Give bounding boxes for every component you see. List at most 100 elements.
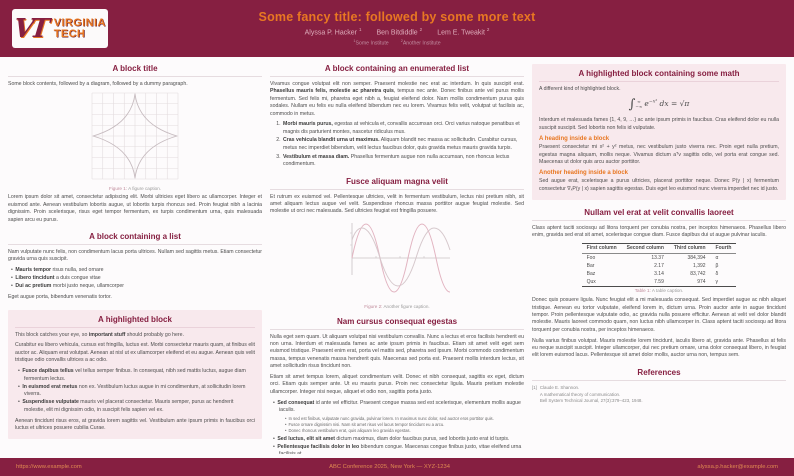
- reference-title: A mathematical theory of communication.: [539, 391, 621, 397]
- institute: 1Some Institute: [353, 39, 389, 48]
- author: Lem E. Tweakit 2: [437, 26, 490, 37]
- block-references: References [1] Claude E. Shannon. A math…: [532, 368, 786, 405]
- paragraph: Etiam sit amet tempus lorem, aliquet con…: [270, 374, 524, 395]
- block-heading: A block containing a list: [8, 232, 262, 245]
- author: Ben Bitdiddle 2: [376, 26, 423, 37]
- poster-header: VT VIRGINIA TECH Some fancy title: follo…: [0, 0, 794, 57]
- list-item: Fusce dapibus tellus vel tellus semper f…: [18, 368, 255, 383]
- reference-author: Claude E. Shannon.: [539, 384, 580, 390]
- block-a-highlighted-block: A highlighted block This block catches y…: [8, 309, 262, 440]
- bullet-list: Fusce dapibus tellus vel tellus semper f…: [18, 368, 255, 414]
- figure-2: Figure 2: Another figure caption.: [270, 219, 524, 309]
- block-heading: Fusce aliquam magna velit: [270, 177, 524, 190]
- author: Alyssa P. Hacker 1: [304, 26, 362, 37]
- list-item: Pellentesque facilisis dolor in leo bibe…: [273, 444, 524, 454]
- paragraph: Interdum et malesuada fames {1, 4, 9, …}…: [539, 117, 779, 131]
- sub-list-item: Donec rhoncus vestibulum erat, quis aliq…: [285, 428, 524, 434]
- footer-url: https://www.example.com: [16, 464, 82, 470]
- reference-number: [1]: [532, 384, 537, 390]
- table-header-row: First column Second column Third column …: [581, 242, 737, 254]
- footer-email: alyssa.p.hacker@example.com: [697, 464, 778, 470]
- sub-list-item: In sed est finibus, vulputate nunc gravi…: [285, 416, 524, 422]
- vt-wordmark-line1: VIRGINIA: [53, 16, 106, 29]
- block-enumerated-list: A block containing an enumerated list Vi…: [270, 64, 524, 169]
- list-item: Morbi mauris purus, egestas at vehicula …: [282, 121, 524, 136]
- institute: 2Another Institute: [400, 39, 441, 48]
- poster-body: A block title Some block contents, follo…: [0, 57, 794, 458]
- reference-entry: [1] Claude E. Shannon. A mathematical th…: [532, 385, 786, 405]
- vt-logo: VT VIRGINIA TECH: [12, 9, 108, 48]
- footer-conference: ABC Conference 2025, New York — XYZ-1234: [329, 464, 450, 470]
- paragraph: Nam vulputate nunc felis, non condimentu…: [8, 248, 262, 263]
- data-table: First column Second column Third column …: [581, 242, 737, 287]
- block-heading: Nam cursus consequat egestas: [270, 317, 524, 330]
- sub-bullet-list: In sed est finibus, vulputate nunc gravi…: [285, 416, 524, 435]
- paragraph: Eget augue porta, bibendum venenatis tor…: [8, 294, 112, 301]
- reference-journal: Bell System Technical Journal, 27(3):379…: [539, 398, 643, 404]
- table-row: Qux 7.59 974 γ: [581, 277, 737, 287]
- list-item: Vestibulum et massa diam. Phasellus ferm…: [282, 154, 524, 169]
- column-left: A block title Some block contents, follo…: [8, 64, 262, 454]
- vt-wordmark-line2: TECH: [53, 27, 86, 40]
- paragraph: Sed augue erat, scelerisque a purus ultr…: [539, 178, 779, 192]
- vt-logo-mark-icon: VT: [12, 13, 48, 44]
- paragraph: Curabitur eu libero vehicula, cursus est…: [15, 342, 255, 364]
- paragraph: Nulla eget sem quam. Ut aliquam volutpat…: [270, 333, 524, 370]
- paragraph: Some block contents, followed by a diagr…: [8, 81, 188, 87]
- paragraph: Et rutrum ex euismod vel. Pellentesque u…: [270, 193, 524, 215]
- list-item: Suspendisse vulputate mauris vel placera…: [18, 399, 255, 414]
- enumerated-list: Morbi mauris purus, egestas at vehicula …: [270, 121, 524, 168]
- paragraph: Donec quis posuere ligula. Nunc feugiat …: [532, 297, 786, 333]
- block-heading: A highlighted block containing some math: [539, 69, 779, 82]
- block-nullam-vel-erat: Nullam vel erat at velit convallis laore…: [532, 208, 786, 360]
- paragraph: Lorem ipsum dolor sit amet, consectetur …: [8, 194, 262, 223]
- sub-list-item: Fusce ornare dignissim nisi. Nam sit ame…: [285, 422, 524, 428]
- paragraph: This block catches your eye, so importan…: [15, 331, 184, 338]
- list-item: Mauris tempor risus nulla, sed ornare: [11, 267, 262, 275]
- list-item: In euismod erat metus non ex. Vestibulum…: [18, 384, 255, 399]
- paragraph: Class aptent taciti sociosqu ad litora t…: [532, 224, 786, 238]
- star-plot: [91, 92, 179, 180]
- figure-caption: Figure 2: Another figure caption.: [364, 303, 430, 309]
- block-a-block-title: A block title Some block contents, follo…: [8, 64, 262, 224]
- block-heading: Nullam vel erat at velit convallis laore…: [532, 208, 786, 221]
- list-item: Sed consequat id ante vel efficitur. Pra…: [273, 400, 524, 435]
- poster-footer: https://www.example.com ABC Conference 2…: [0, 458, 794, 476]
- author-list: Alyssa P. Hacker 1 Ben Bitdiddle 2 Lem E…: [305, 27, 490, 36]
- figure-1: Figure 1: A figure caption.: [8, 92, 262, 192]
- institute-list: 1Some Institute 2Another Institute: [353, 39, 440, 47]
- table-caption: Table 1: A table caption.: [634, 288, 684, 294]
- vt-wordmark: VIRGINIA TECH: [53, 16, 106, 40]
- inner-heading: Another heading inside a block: [539, 170, 629, 177]
- table-row: Foo 13.37 384,394 α: [586, 254, 719, 261]
- block-heading: A highlighted block: [15, 315, 255, 328]
- paragraph: Nulla varius finibus volutpat. Mauris mo…: [532, 337, 786, 359]
- block-heading: A block containing an enumerated list: [270, 64, 524, 77]
- block-heading: A block title: [8, 64, 262, 77]
- block-heading: References: [532, 368, 786, 381]
- list-item: Libero tincidunt a duis congue vitae: [11, 275, 262, 283]
- figure-caption: Figure 1: A figure caption.: [108, 186, 162, 192]
- bullet-list: Mauris tempor risus nulla, sed ornare Li…: [11, 267, 262, 291]
- block-fusce-aliquam-magna-velit: Fusce aliquam magna velit Et rutrum ex e…: [270, 177, 524, 309]
- paragraph: Aenean tincidunt risus eros, at gravida …: [15, 417, 255, 432]
- poster-title: Some fancy title: followed by some more …: [258, 9, 536, 24]
- paragraph: A different kind of highlighted block.: [539, 86, 621, 92]
- table-row: Bar 2.17 1,392 β: [586, 262, 719, 269]
- list-item: Sed luctus, elit sit amet dictum maximus…: [273, 436, 524, 444]
- inner-heading: A heading inside a block: [539, 136, 610, 143]
- paragraph: Vivamus congue volutpat elit non semper.…: [270, 81, 524, 117]
- paragraph: Praesent consectetur mi x² + y² metus, n…: [539, 144, 779, 165]
- block-a-block-containing-a-list: A block containing a list Nam vulputate …: [8, 232, 262, 302]
- equation-display: ∫ ∞ −∞ e−x² dx = √π: [628, 97, 690, 113]
- bullet-list: Sed consequat id ante vel efficitur. Pra…: [273, 400, 524, 454]
- table-figure: First column Second column Third column …: [532, 242, 786, 294]
- block-nam-cursus-consequat-egestas: Nam cursus consequat egestas Nulla eget …: [270, 317, 524, 454]
- block-highlighted-math: A highlighted block containing some math…: [532, 64, 786, 200]
- list-item: Dui ac pretium morbi justo neque, ullamc…: [11, 283, 262, 291]
- column-right: A highlighted block containing some math…: [532, 64, 786, 454]
- column-middle: A block containing an enumerated list Vi…: [270, 64, 524, 454]
- table-row: Baz 3.14 83,742 δ: [586, 270, 719, 277]
- sine-plot: [350, 223, 451, 293]
